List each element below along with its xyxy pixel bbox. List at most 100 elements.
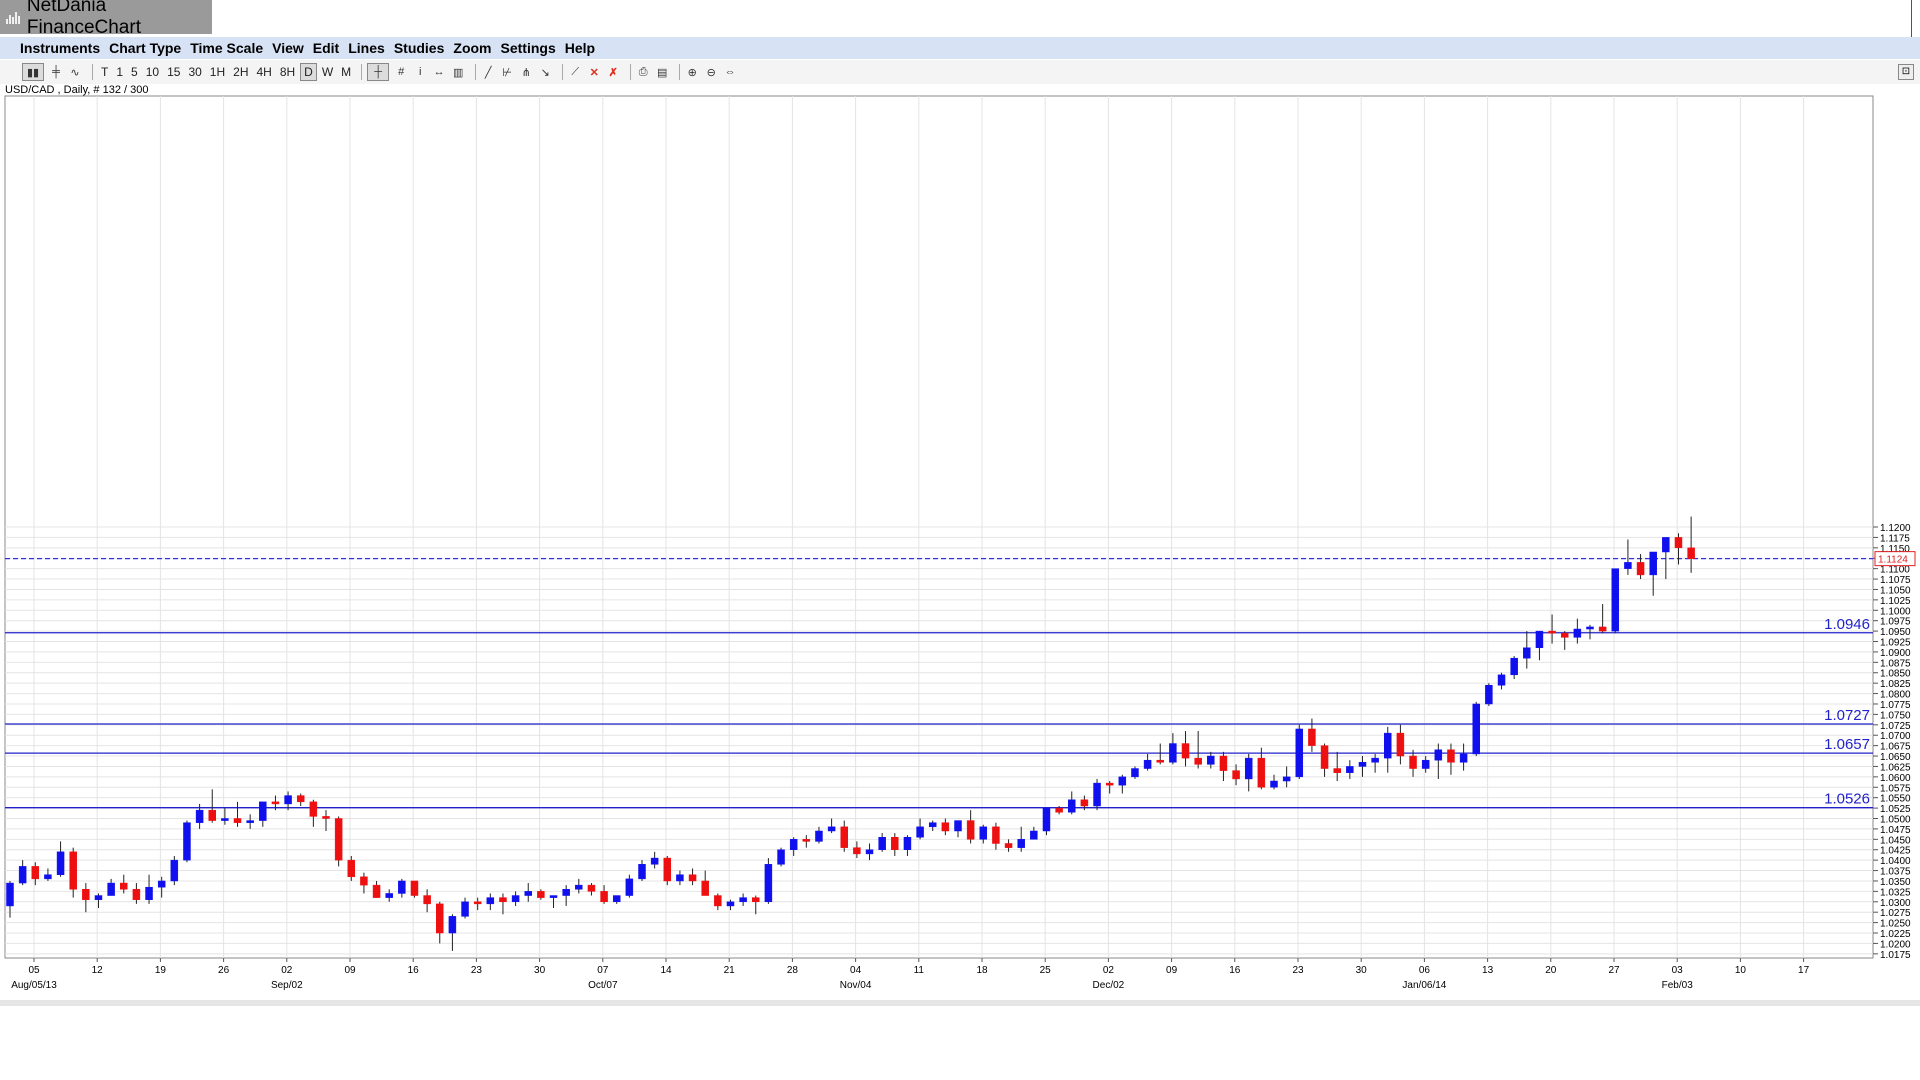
x-date-label: Aug/05/13 — [11, 980, 57, 991]
timescale-weekly[interactable]: W — [321, 65, 334, 79]
delete-icon[interactable]: ✕ — [589, 66, 599, 79]
candlestick-icon[interactable]: ▮▮ — [22, 63, 44, 81]
x-date-label: Jan/06/14 — [1402, 980, 1446, 991]
grid-icon[interactable]: # — [398, 66, 405, 78]
timescale-2h[interactable]: 2H — [233, 65, 249, 79]
timescale-4h[interactable]: 4H — [256, 65, 272, 79]
x-tick-label: 17 — [1798, 965, 1810, 976]
arrow-icon[interactable]: ↘ — [540, 66, 550, 79]
timescale-tick[interactable]: T — [101, 65, 109, 79]
candle-body — [1611, 568, 1620, 632]
fit-icon[interactable]: ⇔ — [724, 66, 736, 78]
menu-instruments[interactable]: Instruments — [20, 40, 101, 56]
candle-body — [650, 857, 659, 865]
x-tick-label: 26 — [218, 965, 230, 976]
timescale-1h[interactable]: 1H — [209, 65, 226, 79]
x-tick-label: 11 — [914, 965, 925, 976]
timescale-1min[interactable]: 1 — [116, 65, 124, 79]
level-label: 1.0727 — [1824, 707, 1870, 724]
candle-body — [1080, 799, 1089, 807]
menu-chart-type[interactable]: Chart Type — [109, 40, 182, 56]
candle-body — [1194, 757, 1202, 765]
menu-view[interactable]: View — [272, 40, 304, 56]
candle-body — [865, 849, 874, 855]
menu-studies[interactable]: Studies — [393, 40, 445, 56]
x-tick-label: 19 — [155, 965, 167, 976]
candle-body — [954, 820, 962, 832]
trendline-icon[interactable]: ╱ — [484, 66, 492, 79]
candle-body — [259, 801, 267, 821]
menu-lines[interactable]: Lines — [348, 40, 385, 56]
x-date-label: Feb/03 — [1662, 980, 1694, 991]
candle-body — [853, 847, 861, 855]
info-icon[interactable]: i — [418, 66, 422, 78]
candle-body — [1384, 732, 1392, 759]
x-tick-label: 07 — [597, 965, 609, 976]
timescale-5min[interactable]: 5 — [131, 65, 138, 79]
candle-body — [916, 826, 924, 838]
menu-time-scale[interactable]: Time Scale — [190, 40, 264, 56]
print-icon[interactable]: ⎙ — [638, 65, 648, 78]
price-chart[interactable]: 1.01751.02001.02251.02501.02751.03001.03… — [0, 90, 1920, 1000]
candle-body — [1497, 674, 1506, 686]
candle-body — [1295, 728, 1304, 778]
line-chart-icon[interactable]: ∿ — [70, 66, 80, 79]
candle-body — [752, 897, 760, 903]
window-edge — [1911, 0, 1920, 40]
candle-body — [562, 889, 570, 896]
window-titlebar: NetDania FinanceChart — [0, 0, 1920, 40]
bar-chart-icon[interactable]: ╪ — [52, 66, 60, 78]
zoom-out-icon[interactable]: ⊖ — [706, 66, 716, 79]
timescale-daily[interactable]: D — [300, 63, 317, 81]
andrews-pitchfork-icon[interactable]: ⋔ — [521, 66, 531, 79]
y-tick-label: 1.0200 — [1880, 939, 1911, 950]
candle-body — [56, 851, 65, 875]
y-tick-label: 1.1000 — [1880, 606, 1911, 617]
zoom-in-icon[interactable]: ⊕ — [687, 66, 697, 79]
y-tick-label: 1.1150 — [1880, 544, 1910, 555]
candle-body — [1535, 630, 1544, 649]
candle-body — [1282, 776, 1291, 782]
timescale-8h[interactable]: 8H — [279, 65, 296, 79]
candle-body — [461, 901, 469, 917]
candle-body — [1636, 562, 1645, 576]
y-tick-label: 1.0300 — [1880, 898, 1911, 909]
candle-body — [1371, 757, 1379, 763]
menu-edit[interactable]: Edit — [312, 40, 340, 56]
candle-body — [739, 897, 747, 903]
y-tick-label: 1.1100 — [1880, 565, 1910, 576]
volume-icon[interactable]: ▥ — [452, 66, 464, 79]
candle-body — [537, 891, 545, 898]
candle-body — [334, 818, 343, 861]
candle-body — [423, 895, 431, 905]
candle-body — [183, 822, 191, 861]
timescale-30min[interactable]: 30 — [188, 65, 202, 79]
candle-body — [1674, 537, 1683, 549]
candle-body — [309, 801, 318, 817]
delete-all-icon[interactable]: ✗ — [608, 66, 618, 79]
menu-settings[interactable]: Settings — [500, 40, 556, 56]
candle-body — [1055, 807, 1063, 813]
x-tick-label: 04 — [850, 965, 862, 976]
y-tick-label: 1.0925 — [1880, 638, 1911, 649]
timescale-10min[interactable]: 10 — [145, 65, 160, 79]
candle-body — [688, 874, 697, 882]
candle-body — [120, 882, 128, 890]
draw-line-icon[interactable]: ⟋ — [571, 65, 580, 78]
candle-body — [1485, 684, 1493, 705]
timescale-15min[interactable]: 15 — [167, 65, 181, 79]
menu-zoom[interactable]: Zoom — [453, 40, 492, 56]
expand-icon[interactable]: ⊡ — [1898, 64, 1914, 80]
symbol-label: USD/CAD , Daily, # 132 / 300 — [5, 84, 149, 96]
candle-body — [789, 839, 798, 850]
menu-help[interactable]: Help — [564, 40, 596, 56]
print-preview-icon[interactable]: ▤ — [656, 66, 668, 79]
fibonacci-icon[interactable]: ⊬ — [502, 66, 512, 79]
candle-body — [815, 830, 823, 842]
status-strip — [0, 1000, 1920, 1006]
crosshair-icon[interactable]: ┼ — [367, 63, 390, 81]
candle-body — [1131, 768, 1139, 778]
timescale-monthly[interactable]: M — [341, 65, 352, 79]
candle-body — [385, 893, 393, 898]
pan-icon[interactable]: ↔ — [433, 66, 445, 78]
